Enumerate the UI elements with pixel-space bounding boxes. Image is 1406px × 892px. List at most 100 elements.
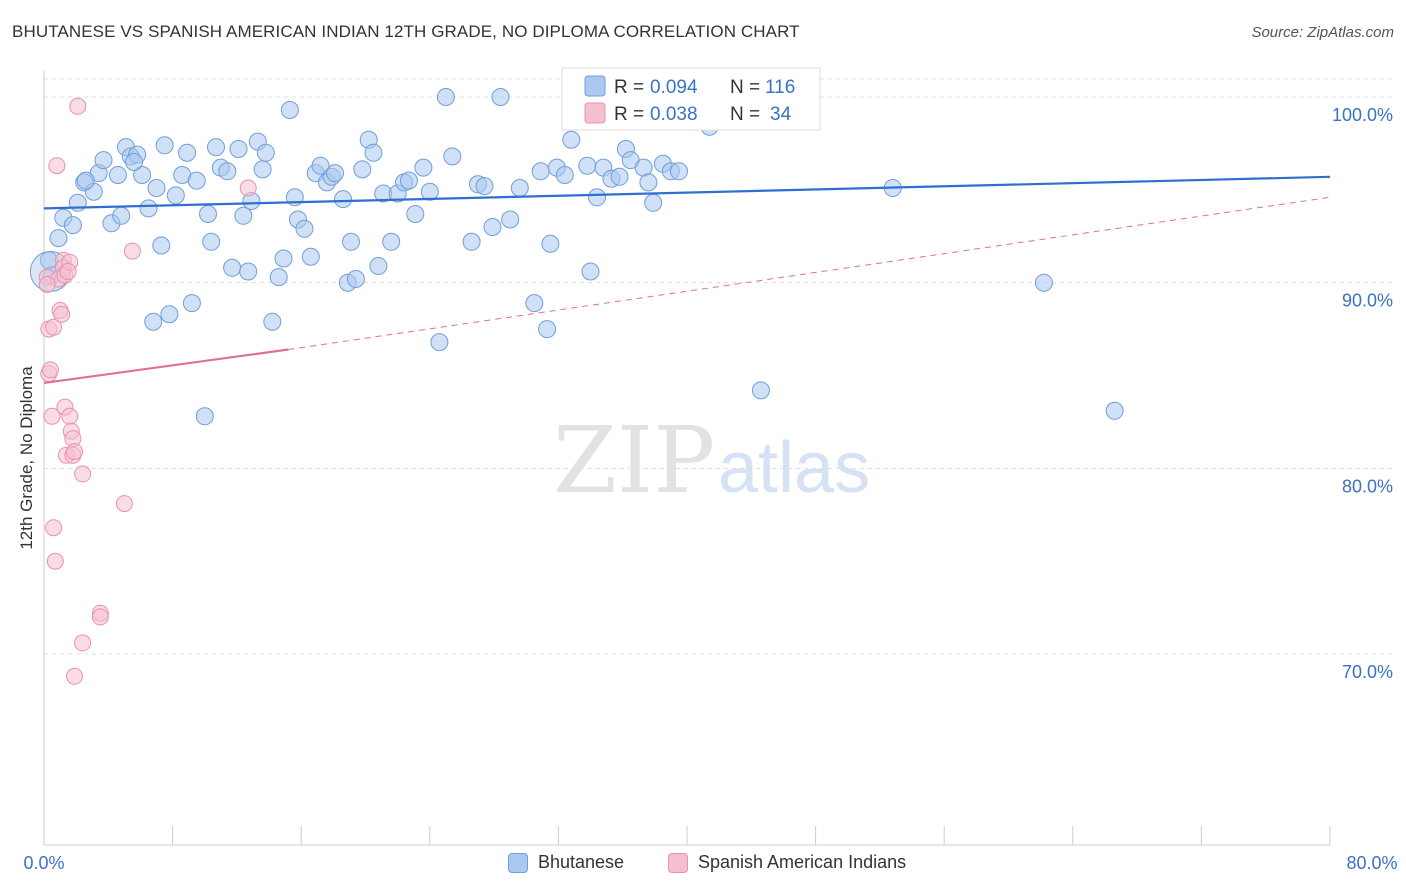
bhutanese-point (751, 381, 770, 400)
bhutanese-point (125, 153, 143, 171)
spanish-american-indians-point (123, 242, 141, 260)
legend-item-spanish-american-indians[interactable]: Spanish American Indians (668, 852, 906, 873)
bhutanese-point (166, 186, 185, 205)
bhutanese-point (263, 312, 282, 331)
bhutanese-point (610, 167, 629, 186)
chart-title: BHUTANESE VS SPANISH AMERICAN INDIAN 12T… (12, 22, 800, 41)
bhutanese-point (202, 232, 221, 251)
x-min-label: 0.0% (23, 853, 64, 873)
bhutanese-point (139, 199, 158, 218)
bhutanese-point (364, 143, 383, 162)
legend-r-label-2: R = (614, 104, 649, 125)
legend-swatch-spanish-american-indians (668, 852, 688, 873)
bhutanese-point (562, 130, 581, 149)
bhutanese-point (178, 143, 197, 162)
bhutanese-point (160, 305, 179, 324)
bhutanese-point (274, 249, 293, 268)
y-tick-label: 80.0% (1342, 476, 1393, 496)
bhutanese-point (334, 190, 352, 209)
bhutanese-point (311, 156, 330, 175)
bhutanese-point (49, 229, 68, 248)
legend-r-value-1: 0.094 (650, 77, 698, 98)
source-label: Source: ZipAtlas.com (1251, 24, 1394, 41)
bhutanese-point (187, 171, 206, 190)
bhutanese-point (644, 193, 663, 212)
legend-item-bhutanese[interactable]: Bhutanese (508, 852, 624, 873)
bhutanese-point (152, 236, 171, 255)
legend-swatch-bhutanese (508, 852, 528, 873)
bhutanese-point (63, 216, 82, 235)
spanish-american-indians-point (38, 276, 56, 293)
bhutanese-point (1034, 273, 1053, 292)
spanish-american-indians-point (115, 495, 133, 513)
spanish-american-indians-points (38, 97, 257, 685)
bhutanese-point (639, 173, 658, 192)
spanish-american-indians-point (41, 361, 59, 379)
y-tick-label: 90.0% (1342, 291, 1393, 311)
y-tick-label: 100.0% (1332, 105, 1393, 125)
y-axis-label: 12th Grade, No Diploma (17, 366, 36, 550)
legend-n-value-1: 116 (765, 77, 795, 98)
spanish-american-indians-point (59, 263, 77, 280)
bhutanese-point (76, 171, 95, 190)
bhutanese-point (414, 158, 433, 177)
bhutanese-point (199, 205, 217, 223)
legend-r-value-2: 0.038 (650, 104, 698, 125)
bhutanese-point (223, 258, 242, 277)
spanish-american-indians-point (66, 667, 83, 685)
legend-label-spanish-american-indians: Spanish American Indians (698, 852, 907, 872)
bhutanese-point (670, 162, 688, 181)
bhutanese-point (234, 206, 253, 225)
spanish-american-indians-point (74, 634, 92, 652)
bhutanese-point (581, 262, 600, 281)
bhutanese-point (112, 206, 131, 225)
bhutanese-point (483, 218, 502, 236)
spanish-american-indians-point (61, 407, 79, 425)
bhutanese-point (342, 232, 360, 251)
bhutanese-point (182, 294, 201, 313)
bhutanese-point (475, 177, 494, 196)
bhutanese-trend-line (43, 175, 1331, 210)
bhutanese-point (269, 268, 288, 287)
bhutanese-point (541, 234, 560, 253)
bhutanese-point (462, 232, 481, 251)
legend-top: R = 0.094 N = 116 R = 0.038 N = 34 (561, 67, 821, 131)
grid-lines (44, 78, 1392, 655)
spanish-american-indians-point (239, 179, 257, 197)
spanish-american-indians-point (91, 608, 109, 626)
bhutanese-point (369, 257, 388, 275)
bhutanese-point (555, 166, 574, 184)
spanish-american-indians-point (69, 97, 87, 115)
legend-label-bhutanese: Bhutanese (538, 852, 625, 872)
bhutanese-point (253, 160, 272, 179)
bhutanese-point (94, 151, 113, 170)
bhutanese-point (155, 136, 174, 155)
bhutanese-point (588, 188, 606, 207)
spanish-american-indians-point (45, 318, 63, 336)
bhutanese-point (147, 179, 166, 197)
bhutanese-point (218, 162, 237, 181)
bhutanese-point (301, 247, 320, 266)
bhutanese-point (207, 138, 225, 157)
bhutanese-point (108, 166, 127, 184)
watermark: ZIP atlas (553, 407, 870, 514)
bhutanese-point (399, 171, 418, 190)
spanish-american-indians-point (53, 305, 71, 323)
y-tick-label: 70.0% (1342, 662, 1393, 682)
bhutanese-points (29, 88, 1124, 426)
legend-n-label-1: N = (730, 77, 765, 98)
watermark-zip: ZIP (553, 407, 715, 514)
spanish-american-indians-point (48, 157, 66, 175)
bhutanese-point (229, 140, 248, 158)
watermark-atlas: atlas (718, 428, 870, 508)
legend-r-label-1: R = (614, 77, 649, 98)
spanish-american-indians-point (45, 519, 63, 537)
bhutanese-point (578, 156, 597, 175)
x-ticks (43, 826, 1331, 845)
bhutanese-point (420, 182, 439, 201)
bhutanese-point (280, 101, 299, 119)
legend-bottom: Bhutanese Spanish American Indians (0, 852, 1406, 876)
spanish-american-indians-trend-extension (288, 196, 1331, 351)
trend-lines (43, 175, 1331, 385)
